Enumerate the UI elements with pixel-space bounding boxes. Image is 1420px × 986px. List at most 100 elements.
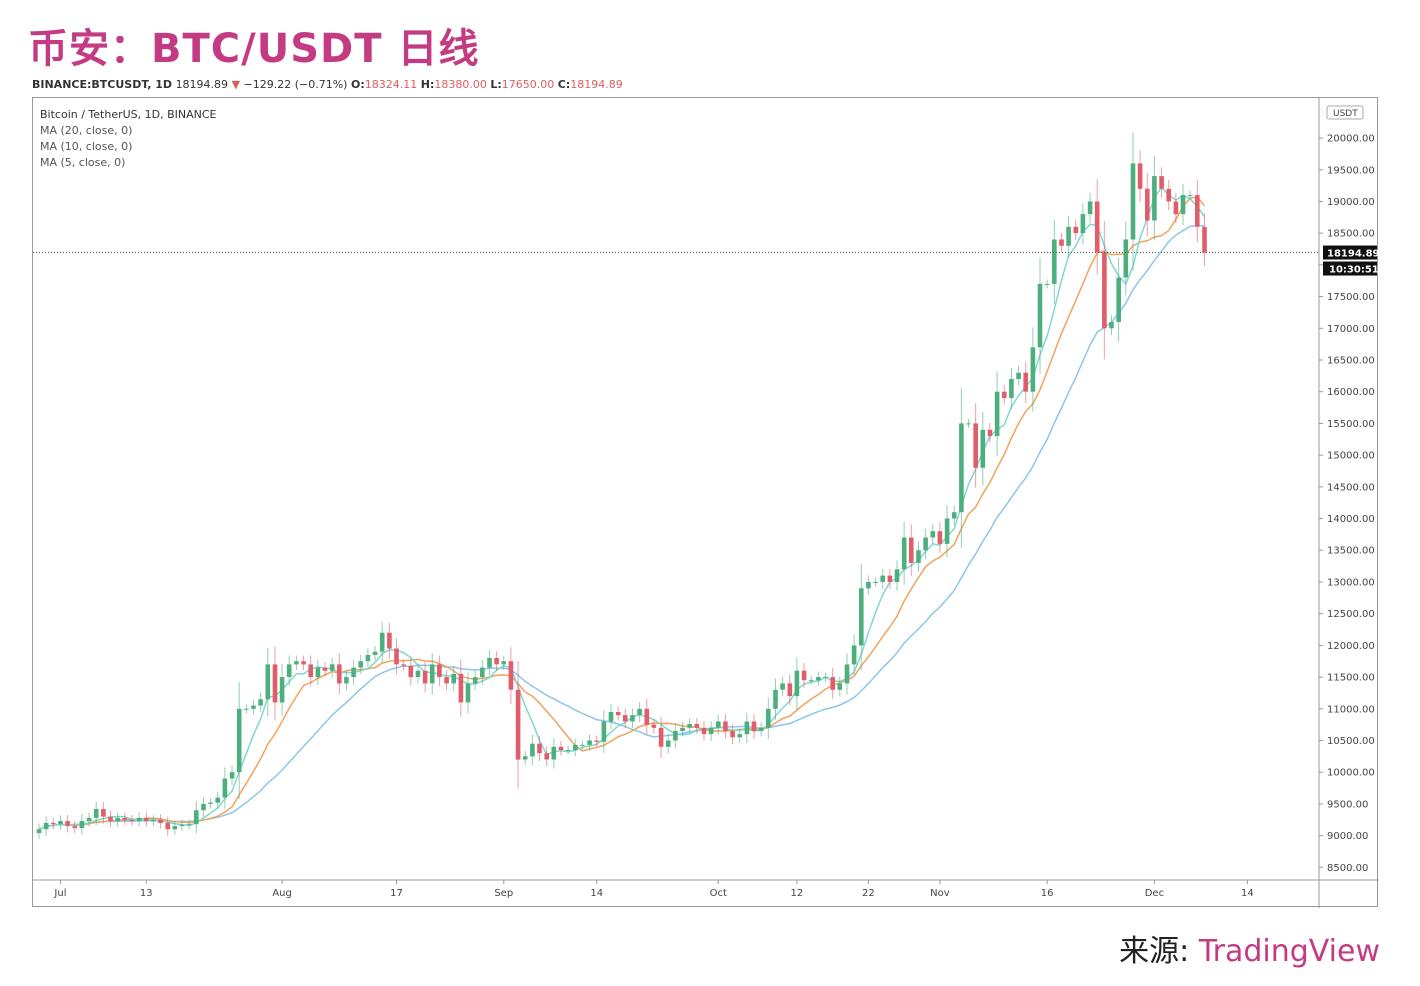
candle-body (787, 683, 793, 697)
candle-body (1044, 283, 1050, 285)
candle-body (737, 734, 742, 738)
candlestick-chart[interactable]: 8500.00 9000.00 9500.00 10000.00 10500.00 110… (33, 98, 1379, 908)
candle-body (229, 772, 235, 779)
candle-body (608, 712, 614, 722)
candle-body (1002, 391, 1007, 398)
y-tick-label: 17500.00 (1327, 292, 1375, 303)
candle-body (601, 721, 607, 742)
candle-body (422, 670, 428, 684)
legend-ma20[interactable]: MA (20, close, 0) (40, 124, 133, 137)
candle-body (501, 661, 506, 665)
candle-body (1116, 277, 1121, 322)
candle-body (1066, 226, 1071, 246)
countdown-label: 10:30:51 (1329, 265, 1379, 276)
candle-body (716, 721, 721, 728)
last-price-label: 18194.89 (1327, 249, 1379, 260)
candle-body (401, 664, 406, 666)
candle-body (351, 667, 356, 678)
candle-body (394, 648, 399, 665)
y-tick-label: 8500.00 (1327, 863, 1368, 874)
candle-body (1180, 195, 1186, 215)
source-credit: 来源: TradingView (1119, 926, 1380, 970)
candle-body (758, 727, 764, 731)
candle-body (1145, 188, 1150, 221)
x-tick-label: 13 (140, 888, 153, 899)
down-arrow-icon: ▼ (231, 78, 241, 91)
x-tick-label: Oct (710, 888, 727, 899)
candle-body (372, 651, 378, 655)
candle-body (1159, 176, 1164, 189)
ma5-line (38, 186, 1206, 830)
chart-frame[interactable]: 8500.00 9000.00 9500.00 10000.00 10500.00 110… (32, 97, 1379, 908)
candle-body (115, 817, 120, 822)
y-tick-label: 19000.00 (1327, 197, 1375, 208)
legend-symbol[interactable]: Bitcoin / TetherUS, 1D, BINANCE (40, 108, 217, 121)
high-label: H: (420, 78, 435, 91)
candle-body (830, 677, 835, 690)
candle-body (58, 821, 63, 825)
candle-body (880, 575, 885, 582)
candle-body (301, 661, 306, 665)
x-tick-label: Nov (930, 888, 950, 899)
candle-body (1123, 239, 1129, 278)
low-value: 17650.00 (501, 78, 555, 91)
candle-body (451, 673, 456, 684)
chart-legend: Bitcoin / TetherUS, 1D, BINANCE MA (20, … (40, 107, 217, 171)
y-tick-label: 10500.00 (1327, 736, 1375, 747)
candle-body (694, 724, 700, 728)
close-label: C: (557, 78, 571, 91)
y-tick-label: 17000.00 (1327, 324, 1375, 335)
candle-body (265, 664, 271, 700)
candle-body (379, 632, 385, 652)
candle-body (258, 699, 263, 706)
candle-body (859, 588, 864, 646)
candle-body (215, 797, 220, 803)
candle-body (551, 746, 557, 760)
candle-body (766, 708, 771, 728)
candle-body (480, 667, 485, 678)
open-value: 18324.11 (364, 78, 418, 91)
candle-body (987, 429, 993, 437)
candle-body (244, 708, 249, 710)
candle-body (179, 824, 185, 827)
candle-body (658, 727, 664, 747)
candle-body (916, 550, 921, 563)
candle-body (973, 423, 978, 468)
candle-body (194, 810, 199, 825)
candle-body (286, 664, 292, 678)
candle-body (615, 712, 621, 716)
candle-body (823, 677, 828, 679)
x-tick-label: Aug (272, 888, 292, 899)
candle-body (122, 817, 128, 820)
candle-body (594, 740, 599, 742)
candle-body (79, 821, 85, 828)
candle-body (329, 664, 335, 671)
candle-body (1073, 226, 1079, 234)
candle-body (65, 821, 70, 827)
candle-body (1030, 347, 1036, 392)
candle-body (816, 677, 821, 681)
candle-body (573, 744, 578, 750)
price-change: −129.22 (−0.71%) (243, 78, 348, 91)
candle-body (1152, 176, 1157, 221)
candle-body (72, 826, 78, 828)
last-price-tag (1323, 245, 1377, 260)
legend-ma5[interactable]: MA (5, close, 0) (40, 156, 126, 169)
y-tick-label: 10000.00 (1327, 768, 1375, 779)
candle-body (994, 391, 1000, 437)
candle-body (108, 816, 113, 821)
legend-ma10[interactable]: MA (10, close, 0) (40, 140, 133, 153)
close-value: 18194.89 (570, 78, 623, 91)
candle-body (251, 705, 256, 709)
candle-body (415, 670, 421, 677)
candle-body (851, 645, 857, 665)
x-tick-label: Jul (53, 888, 66, 899)
candle-body (959, 423, 964, 513)
symbol-label[interactable]: BINANCE:BTCUSDT, 1D (32, 78, 173, 91)
candle-body (773, 689, 778, 709)
x-tick-label: 16 (1041, 888, 1054, 899)
candle-body (51, 822, 56, 825)
candle-body (1023, 372, 1028, 392)
x-tick-label: Dec (1145, 888, 1164, 899)
candle-body (93, 809, 99, 818)
